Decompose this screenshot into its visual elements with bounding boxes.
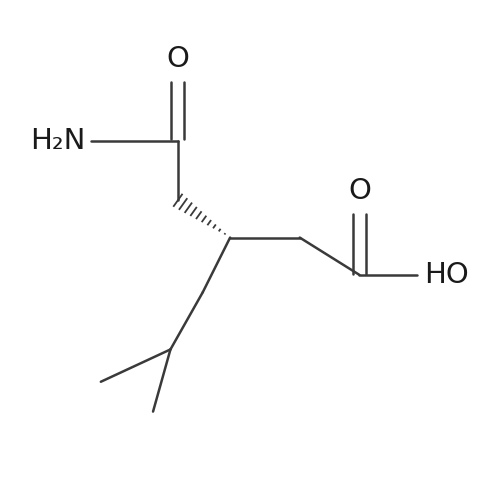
- Text: HO: HO: [424, 261, 469, 289]
- Text: O: O: [166, 46, 190, 74]
- Text: H₂N: H₂N: [30, 126, 86, 154]
- Text: O: O: [348, 178, 371, 205]
